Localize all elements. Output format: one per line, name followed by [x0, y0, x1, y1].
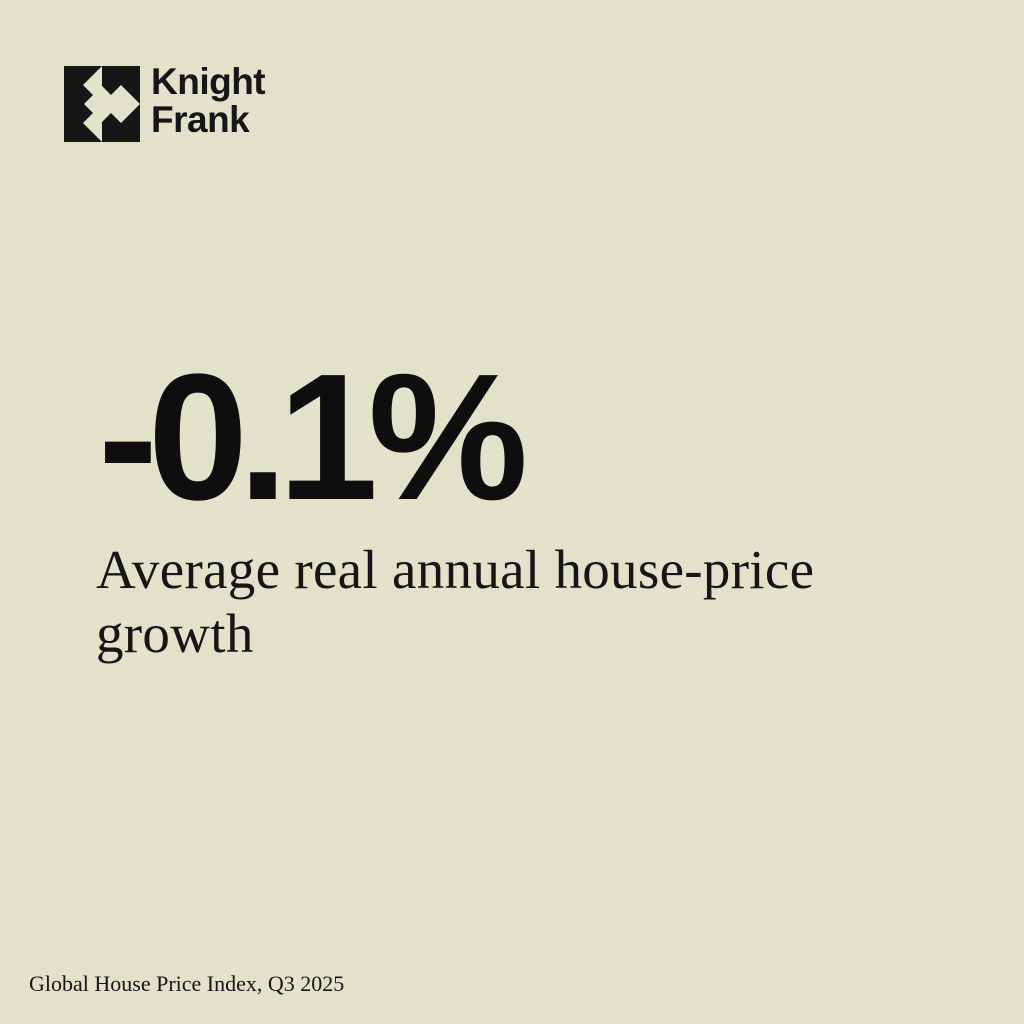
knight-frank-logo-icon — [64, 66, 140, 142]
brand-name-line2: Frank — [151, 99, 250, 140]
source-caption: Global House Price Index, Q3 2025 — [29, 971, 345, 996]
brand-logo: Knight Frank — [64, 61, 284, 142]
brand-name: Knight Frank — [151, 61, 266, 140]
stat-value: -0.1% — [98, 337, 528, 538]
stat-label: Average real annual house-price growth — [96, 539, 815, 664]
brand-name-line1: Knight — [151, 61, 266, 102]
